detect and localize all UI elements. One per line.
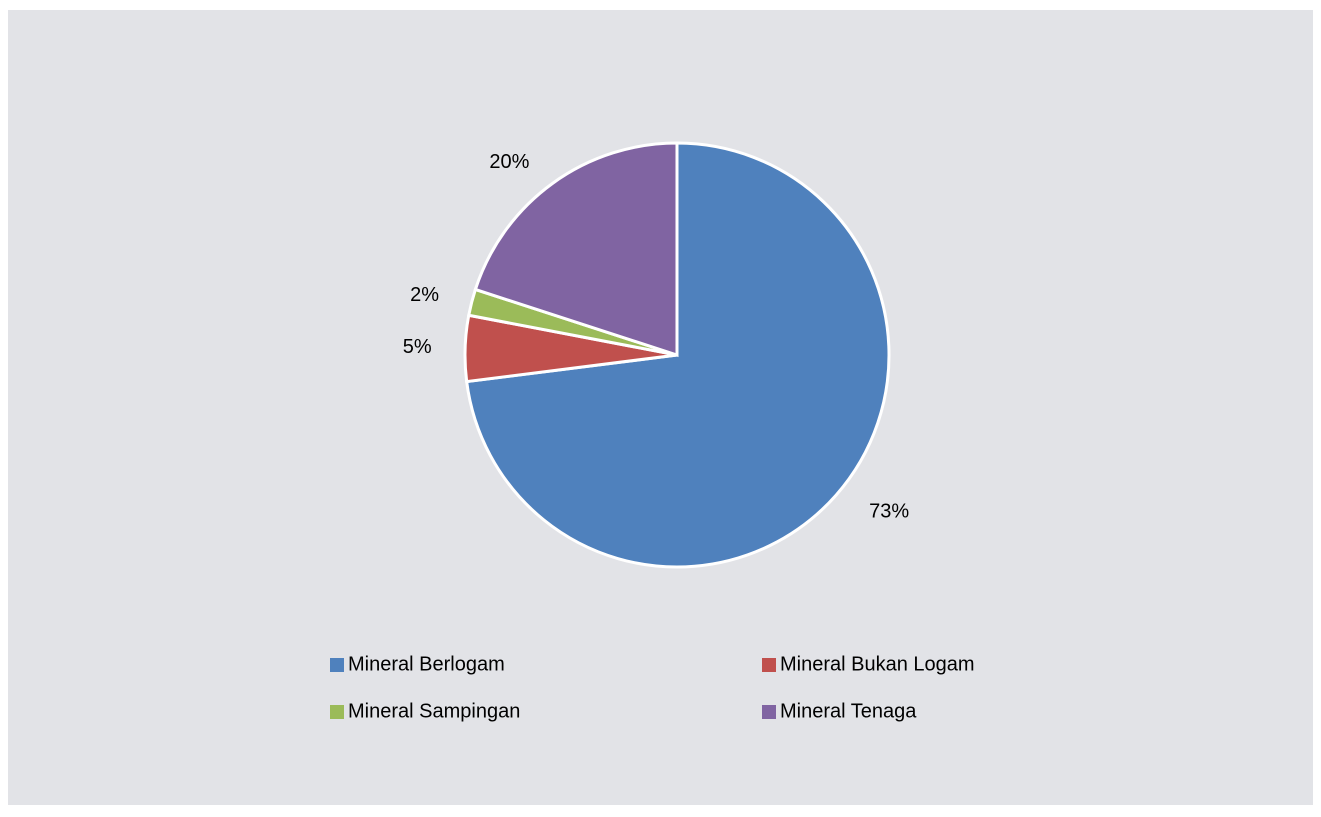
legend-label: Mineral Sampingan <box>348 700 520 722</box>
data-label: 5% <box>403 336 432 358</box>
legend-label: Mineral Bukan Logam <box>780 653 975 675</box>
pie-slice <box>473 141 679 358</box>
legend-swatch <box>330 705 344 719</box>
legend-swatch <box>762 658 776 672</box>
legend-swatch <box>330 658 344 672</box>
data-label: 20% <box>489 151 529 173</box>
legend-swatch <box>762 705 776 719</box>
data-label: 73% <box>869 500 909 522</box>
legend-label: Mineral Berlogam <box>348 653 505 675</box>
legend-label: Mineral Tenaga <box>780 700 917 722</box>
data-label: 2% <box>410 284 439 306</box>
